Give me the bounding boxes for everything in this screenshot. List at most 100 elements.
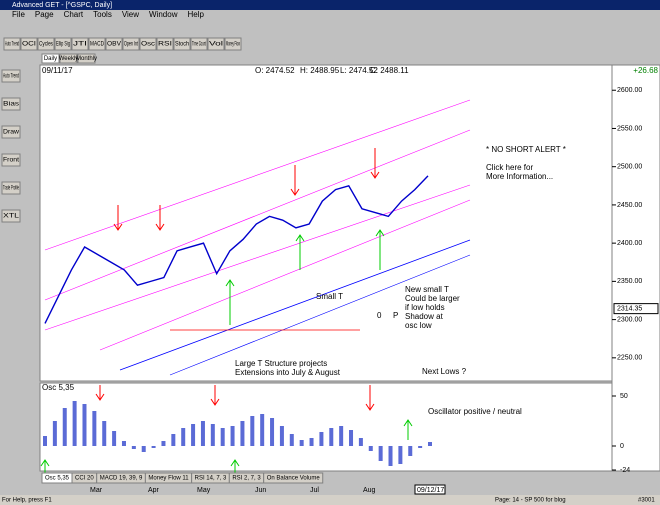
osc-bar <box>210 424 215 446</box>
menu-item[interactable]: Page <box>35 10 54 19</box>
toolbar-label: Stoch <box>175 42 189 48</box>
osc-bar <box>408 446 413 456</box>
toolbar-button[interactable] <box>105 37 123 51</box>
period-tab[interactable] <box>59 53 78 64</box>
menu-item[interactable]: Chart <box>64 10 84 19</box>
osc-bar <box>349 430 354 446</box>
osc-bar <box>358 438 363 446</box>
annotation: if low holds <box>405 303 445 312</box>
period-tab[interactable] <box>77 53 96 64</box>
menu-item[interactable]: Tools <box>93 10 112 19</box>
annotation: New small T <box>405 285 449 294</box>
price-pane <box>39 64 613 382</box>
y-tick-label: 2250.00 <box>617 355 642 362</box>
period-tab-label: Daily <box>44 56 57 62</box>
annotation: Next Lows ? <box>422 367 467 376</box>
y-tick-label: 2300.00 <box>617 316 642 323</box>
osc-bar <box>62 408 67 446</box>
oscillator-pane <box>39 382 613 472</box>
chart-date: 09/11/17 <box>42 66 73 75</box>
toolbar-button[interactable] <box>37 37 55 51</box>
toolbar-label: OBV <box>107 42 121 48</box>
indicator-tab[interactable] <box>263 472 324 484</box>
ohlc-low: L: 2474.52 <box>340 66 378 75</box>
toolbar-button[interactable] <box>190 37 208 51</box>
side-label: Auto Trend <box>3 74 19 80</box>
month-label: Mar <box>90 487 103 494</box>
toolbar-button[interactable] <box>173 37 191 51</box>
side-button[interactable] <box>1 97 21 111</box>
osc-bar <box>279 426 284 446</box>
annotation: osc low <box>405 321 432 330</box>
toolbar-label: Osc <box>141 42 155 48</box>
osc-bar <box>181 428 186 446</box>
indicator-tab-label: RSI 2, 7, 3 <box>232 476 261 482</box>
indicator-tab-label: Osc 5,35 <box>45 476 70 482</box>
toolbar-button[interactable] <box>71 37 89 51</box>
toolbar-button[interactable] <box>88 37 106 51</box>
oscillator-note: Oscillator positive / neutral <box>428 407 522 416</box>
osc-bar <box>52 421 57 446</box>
annotation: * NO SHORT ALERT * <box>486 145 566 154</box>
osc-bar <box>43 436 47 446</box>
oscillator-title: Osc 5,35 <box>42 383 75 392</box>
osc-bar <box>339 426 344 446</box>
annotation: Click here for <box>486 163 533 172</box>
cursor-date: 09/12/17 <box>417 487 444 494</box>
menu-item[interactable]: View <box>122 10 139 19</box>
status-id: #3001 <box>638 498 655 504</box>
osc-bar <box>161 441 166 446</box>
toolbar-button[interactable] <box>139 37 157 51</box>
drawings <box>40 99 471 475</box>
osc-bar <box>260 414 265 446</box>
osc-bar <box>388 446 393 466</box>
side-button[interactable] <box>1 181 21 195</box>
osc-bar <box>191 424 196 446</box>
toolbar-label: JTI <box>73 42 88 48</box>
side-button[interactable] <box>1 69 21 83</box>
annotation: Extensions into July & August <box>235 368 341 377</box>
osc-bar <box>131 446 136 449</box>
annotation: 0 <box>377 311 382 320</box>
toolbar-button[interactable] <box>224 37 242 51</box>
osc-bar <box>82 404 87 446</box>
y-tick-label: 2400.00 <box>617 240 642 247</box>
osc-bar <box>368 446 373 451</box>
toolbar-label: RSI <box>158 42 172 48</box>
toolbar-label: OCI <box>22 42 36 48</box>
toolbar-button[interactable] <box>3 37 21 51</box>
toolbar-label: Money Flow <box>226 42 240 48</box>
toolbar-button[interactable] <box>20 37 38 51</box>
y-tick-label: 2550.00 <box>617 125 642 132</box>
osc-bar <box>72 401 77 446</box>
side-button[interactable] <box>1 153 21 167</box>
osc-bar <box>171 434 176 446</box>
cursor-date-box <box>414 484 446 495</box>
indicator-tab-label: RSI 14, 7, 3 <box>195 476 227 482</box>
side-label: Bias <box>3 102 19 108</box>
menu-item[interactable]: File <box>12 10 25 19</box>
status-help: For Help, press F1 <box>2 498 52 504</box>
toolbar-button[interactable] <box>54 37 72 51</box>
title-bar <box>0 0 660 10</box>
osc-bar <box>102 421 107 446</box>
period-tab-label: Monthly <box>76 56 97 62</box>
osc-bar <box>398 446 403 464</box>
net-change: +26.68 <box>633 66 658 75</box>
toolbar-button[interactable] <box>122 37 140 51</box>
price-marker-label: 2314.35 <box>617 305 642 312</box>
side-button[interactable] <box>1 125 21 139</box>
side-button[interactable] <box>1 209 21 223</box>
menu-item[interactable]: Help <box>187 10 204 19</box>
toolbar-button[interactable] <box>156 37 174 51</box>
annotation: Could be larger <box>405 294 460 303</box>
toolbar-button[interactable] <box>207 37 225 51</box>
side-label: Front <box>3 158 19 164</box>
period-tab[interactable] <box>41 53 60 64</box>
osc-bar <box>329 428 334 446</box>
menu-item[interactable]: Window <box>149 10 178 19</box>
y-tick-label: 2450.00 <box>617 202 642 209</box>
toolbar-label: Vol <box>209 42 223 48</box>
price-line <box>44 175 429 324</box>
